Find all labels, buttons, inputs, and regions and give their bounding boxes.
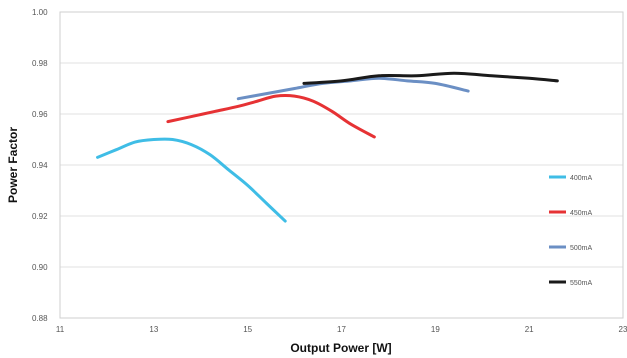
y-tick-label: 0.88 [32,314,48,323]
y-tick-label: 1.00 [32,8,48,17]
y-tick-label: 0.98 [32,59,48,68]
x-tick-label: 21 [525,325,534,334]
plot-area [59,11,624,319]
axis-tick-labels: 0.88 0.90 0.92 0.94 0.96 0.98 1.00 11 13 15 17 19 21… [32,8,627,334]
y-tick-label: 0.90 [32,263,48,272]
legend: 400mA 450mA 500mA 550mA [549,175,593,287]
x-axis-title: Output Power [W] [290,341,391,355]
legend-label: 550mA [570,280,593,287]
gridlines [60,11,623,319]
y-tick-label: 0.94 [32,161,48,170]
x-tick-label: 13 [149,325,158,334]
legend-label: 400mA [570,175,593,182]
x-tick-label: 15 [243,325,252,334]
x-tick-label: 19 [431,325,440,334]
x-tick-label: 23 [619,325,627,334]
x-tick-label: 11 [56,325,65,334]
y-axis-title: Power Factor [6,127,20,203]
series-line-400mA [96,137,287,223]
series-line-550mA [302,71,559,85]
x-tick-label: 17 [337,325,346,334]
legend-label: 450mA [570,210,593,217]
y-tick-label: 0.96 [32,110,48,119]
series-lines [96,71,559,223]
y-tick-label: 0.92 [32,212,48,221]
legend-label: 500mA [570,245,593,252]
series-line-450mA [166,94,376,139]
